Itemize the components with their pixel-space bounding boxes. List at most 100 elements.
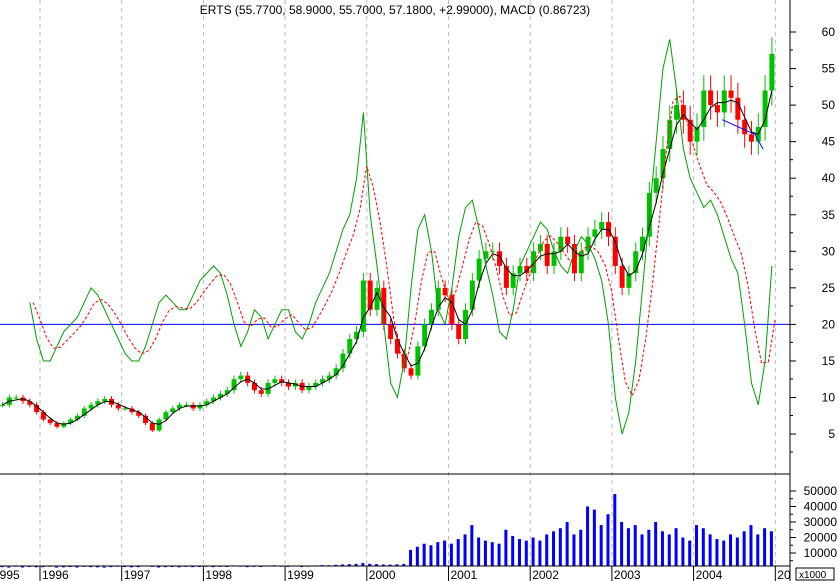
candle-body — [183, 404, 189, 406]
volume-bar — [95, 566, 99, 568]
volume-bar — [163, 566, 167, 568]
candle-body — [748, 134, 754, 142]
candle-body — [54, 423, 60, 427]
candle-body — [0, 404, 6, 406]
moving-average-line — [2, 90, 773, 425]
candle-body — [47, 419, 53, 424]
volume-bar — [225, 566, 229, 568]
volume-bar — [55, 566, 59, 568]
volume-bar — [7, 566, 11, 568]
volume-bar — [402, 563, 406, 566]
candle-body — [653, 178, 659, 193]
candle-body — [578, 251, 584, 274]
candle-body — [456, 324, 462, 340]
volume-bar — [123, 566, 127, 568]
candle-body — [612, 236, 618, 266]
volume-tick-label: 30000 — [804, 515, 838, 529]
volume-bar — [129, 566, 133, 568]
candle-body — [449, 295, 455, 325]
volume-bar — [586, 506, 590, 566]
price-tick-label: 30 — [822, 244, 836, 258]
volume-tick-label: 40000 — [804, 500, 838, 514]
volume-bar — [395, 564, 399, 566]
candle-body — [531, 251, 537, 274]
candle-body — [170, 408, 176, 413]
candle-body — [326, 375, 332, 380]
candle-body — [251, 382, 257, 391]
candle-body — [313, 382, 319, 387]
volume-bar — [0, 566, 4, 568]
volume-bar — [334, 564, 338, 566]
candle-body — [88, 404, 94, 409]
candle-body — [497, 251, 503, 266]
candle-body — [571, 243, 577, 274]
volume-bar — [626, 528, 630, 566]
candle-body — [81, 408, 87, 416]
volume-bar — [647, 529, 651, 566]
volume-bar — [701, 528, 705, 566]
candle-body — [633, 251, 639, 274]
volume-bar — [660, 531, 664, 566]
price-tick-label: 25 — [822, 281, 836, 295]
year-gridlines — [39, 0, 776, 566]
volume-bar — [300, 566, 304, 568]
price-tick-label: 10 — [822, 391, 836, 405]
candle-body — [422, 324, 428, 347]
volume-bar — [477, 537, 481, 566]
volume-bar — [572, 534, 576, 566]
candle-body — [388, 324, 394, 340]
volume-bar — [456, 539, 460, 566]
candle-body — [728, 90, 734, 98]
volume-bar — [756, 534, 760, 566]
volume-bar — [606, 514, 610, 566]
volume-bar — [715, 539, 719, 566]
price-panel — [0, 37, 790, 435]
x-tick-label: 2004 — [696, 568, 723, 581]
volume-bar — [388, 564, 392, 566]
price-tick-label: 45 — [822, 135, 836, 149]
candle-body — [517, 265, 523, 274]
volume-bar — [483, 540, 487, 566]
volume-bar — [654, 522, 658, 566]
x-tick-label: 2001 — [451, 568, 478, 581]
candle-body — [762, 90, 768, 128]
volume-bar — [517, 539, 521, 566]
volume-bar — [136, 566, 140, 568]
price-tick-label: 15 — [822, 354, 836, 368]
candle-body — [680, 105, 686, 120]
volume-unit-box — [795, 567, 835, 581]
volume-tick-label: 20000 — [804, 531, 838, 545]
candle-body — [340, 353, 346, 369]
volume-bar — [545, 534, 549, 566]
volume-bar — [177, 566, 181, 568]
volume-bar — [708, 534, 712, 566]
candle-body — [204, 401, 210, 405]
volume-bar — [729, 534, 733, 566]
volume-bar — [695, 525, 699, 566]
candle-body — [13, 397, 19, 399]
volume-bar — [592, 509, 596, 566]
volume-bar — [368, 563, 372, 566]
candle-body — [714, 105, 720, 113]
volume-bar — [211, 566, 215, 568]
candle-body — [320, 379, 326, 383]
candle-body — [286, 382, 292, 387]
x-tick-label: 1995 — [0, 568, 20, 581]
candle-body — [674, 105, 680, 120]
volume-panel — [0, 494, 773, 568]
chart-title: ERTS (55.7700, 58.9000, 55.7000, 57.1800… — [200, 3, 590, 17]
candle-body — [74, 415, 80, 420]
candle-body — [177, 404, 183, 409]
candle-body — [435, 287, 441, 310]
candle-body — [667, 119, 673, 149]
volume-bar — [633, 525, 637, 566]
volume-bar — [735, 537, 739, 566]
candle-body — [503, 265, 509, 288]
candle-body — [163, 412, 169, 420]
x-tick-label: 2003 — [614, 568, 641, 581]
candle-body — [551, 251, 557, 266]
candle-body — [694, 127, 700, 142]
volume-bar — [157, 566, 161, 568]
volume-bar — [347, 564, 351, 566]
